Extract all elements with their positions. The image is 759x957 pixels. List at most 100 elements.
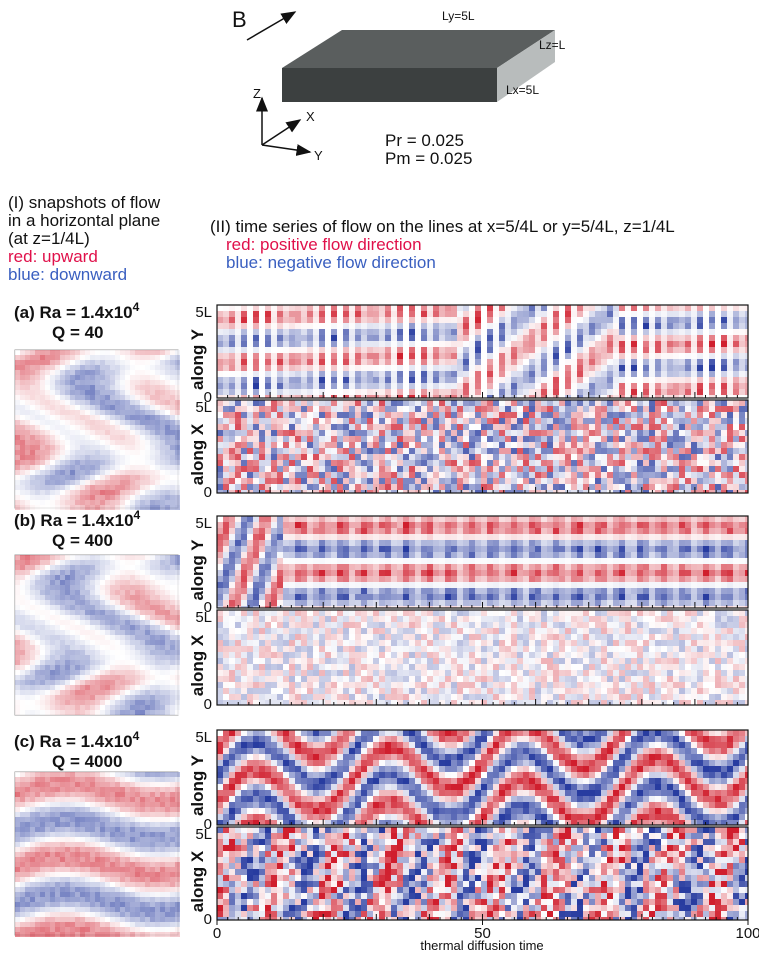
timeseries-texture bbox=[253, 466, 259, 472]
timeseries-texture bbox=[475, 335, 481, 341]
timeseries-texture bbox=[547, 400, 553, 406]
snapshot-texture bbox=[25, 605, 30, 610]
snapshot-texture bbox=[165, 420, 170, 425]
snapshot-texture bbox=[100, 640, 105, 645]
snapshot-texture bbox=[115, 390, 120, 395]
timeseries-texture bbox=[511, 329, 517, 335]
snapshot-texture bbox=[105, 650, 110, 655]
snapshot-texture bbox=[80, 555, 85, 560]
snapshot-texture bbox=[65, 405, 70, 410]
timeseries-texture bbox=[709, 329, 715, 335]
snapshot-texture bbox=[170, 630, 175, 635]
timeseries-texture bbox=[679, 406, 685, 412]
timeseries-texture bbox=[715, 478, 721, 484]
snapshot-texture bbox=[145, 405, 150, 410]
snapshot-texture bbox=[130, 470, 135, 475]
timeseries-texture bbox=[469, 317, 475, 323]
timeseries-texture bbox=[553, 412, 559, 418]
timeseries-texture bbox=[595, 424, 601, 430]
timeseries-texture bbox=[493, 347, 499, 353]
timeseries-texture bbox=[565, 412, 571, 418]
snapshot-texture bbox=[125, 555, 130, 560]
snapshot-texture bbox=[45, 660, 50, 665]
timeseries-texture bbox=[505, 472, 511, 478]
snapshot-texture bbox=[35, 560, 40, 565]
snapshot-texture bbox=[55, 465, 60, 470]
snapshot-texture bbox=[75, 670, 80, 675]
timeseries-texture bbox=[439, 353, 445, 359]
snapshot-texture bbox=[65, 570, 70, 575]
timeseries-texture bbox=[571, 377, 577, 383]
timeseries-texture bbox=[625, 353, 631, 359]
timeseries-texture bbox=[577, 436, 583, 442]
timeseries-texture bbox=[733, 400, 739, 406]
timeseries-texture bbox=[415, 311, 421, 317]
timeseries-texture bbox=[655, 442, 661, 448]
timeseries-texture bbox=[475, 377, 481, 383]
snapshot-texture bbox=[125, 575, 130, 580]
timeseries-texture bbox=[475, 436, 481, 442]
timeseries-texture bbox=[391, 460, 397, 466]
snapshot-texture bbox=[40, 475, 45, 480]
snapshot-texture bbox=[50, 365, 55, 370]
snapshot-texture bbox=[55, 355, 60, 360]
timeseries-texture bbox=[493, 353, 499, 359]
snapshot-texture bbox=[65, 680, 70, 685]
timeseries-texture bbox=[463, 436, 469, 442]
timeseries-texture bbox=[535, 424, 541, 430]
snapshot-texture bbox=[120, 650, 125, 655]
timeseries-texture bbox=[679, 454, 685, 460]
timeseries-texture bbox=[271, 430, 277, 436]
timeseries-texture bbox=[271, 442, 277, 448]
timeseries-texture bbox=[241, 311, 247, 317]
timeseries-texture bbox=[511, 430, 517, 436]
timeseries-texture bbox=[643, 424, 649, 430]
timeseries-texture bbox=[613, 418, 619, 424]
timeseries-texture bbox=[703, 484, 709, 490]
snapshot-texture bbox=[160, 625, 165, 630]
x-label: X bbox=[306, 109, 315, 124]
timeseries-texture bbox=[379, 323, 385, 329]
timeseries-texture bbox=[283, 412, 289, 418]
timeseries-texture bbox=[439, 400, 445, 406]
snapshot-texture bbox=[20, 480, 25, 485]
timeseries-texture bbox=[631, 418, 637, 424]
snapshot-texture bbox=[145, 670, 150, 675]
timeseries-texture bbox=[505, 484, 511, 490]
snapshot-texture bbox=[165, 430, 170, 435]
snapshot-texture bbox=[90, 640, 95, 645]
timeseries-texture bbox=[571, 359, 577, 365]
snapshot-texture bbox=[15, 350, 20, 355]
timeseries-texture bbox=[451, 442, 457, 448]
snapshot-texture bbox=[45, 610, 50, 615]
timeseries-texture bbox=[331, 418, 337, 424]
timeseries-texture bbox=[577, 365, 583, 371]
snapshot-texture bbox=[75, 610, 80, 615]
snapshot-texture bbox=[140, 365, 145, 370]
timeseries-texture bbox=[433, 365, 439, 371]
timeseries-texture bbox=[295, 365, 301, 371]
snapshot-texture bbox=[60, 630, 65, 635]
timeseries-texture bbox=[331, 371, 337, 377]
timeseries-texture bbox=[655, 383, 661, 389]
timeseries-texture bbox=[259, 365, 265, 371]
timeseries-texture bbox=[601, 472, 607, 478]
timeseries-texture bbox=[655, 406, 661, 412]
snapshot-texture bbox=[105, 375, 110, 380]
timeseries-texture bbox=[625, 400, 631, 406]
snapshot-texture bbox=[85, 555, 90, 560]
timeseries-texture bbox=[325, 448, 331, 454]
timeseries-texture bbox=[649, 329, 655, 335]
timeseries-texture bbox=[619, 460, 625, 466]
timeseries-texture bbox=[697, 484, 703, 490]
snapshot-texture bbox=[115, 400, 120, 405]
snapshot-texture bbox=[40, 665, 45, 670]
timeseries-texture bbox=[325, 365, 331, 371]
timeseries-texture bbox=[319, 335, 325, 341]
snapshot-texture bbox=[130, 485, 135, 490]
timeseries-texture bbox=[739, 377, 745, 383]
snapshot-texture bbox=[60, 620, 65, 625]
snapshot-texture bbox=[130, 590, 135, 595]
snapshot-texture bbox=[170, 650, 175, 655]
snapshot-texture bbox=[120, 670, 125, 675]
